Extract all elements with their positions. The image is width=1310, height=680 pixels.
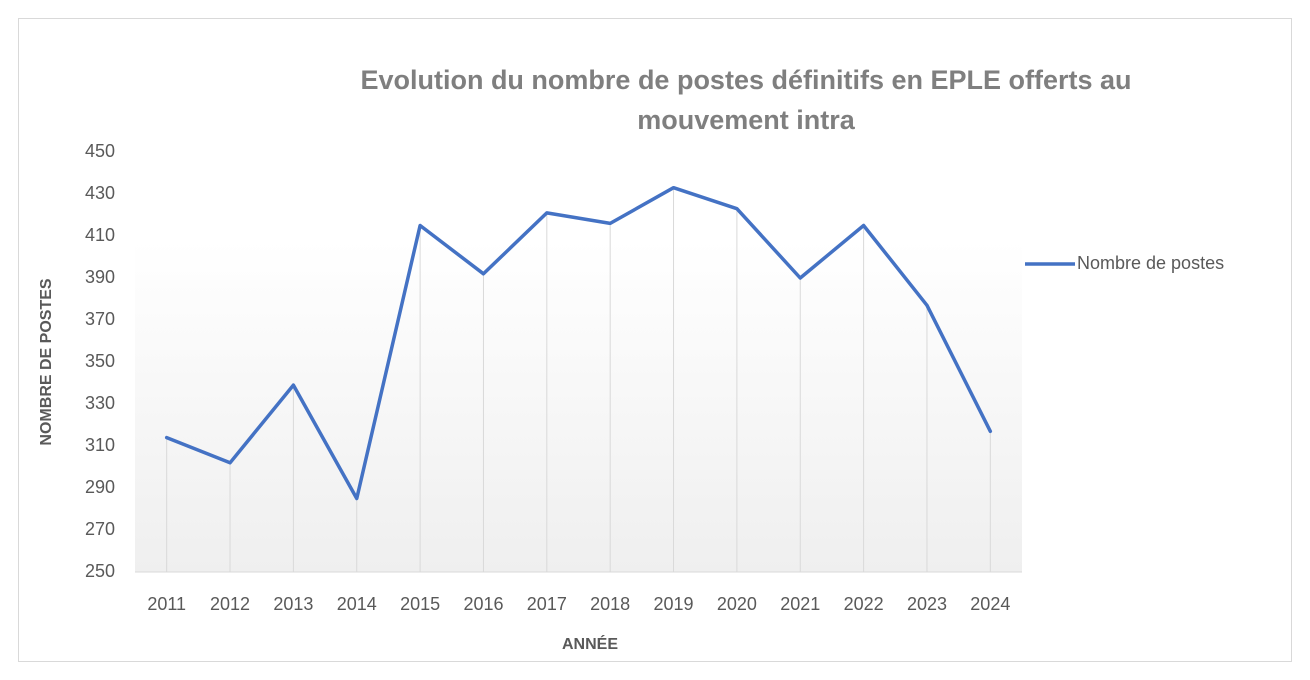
y-tick-label: 270 <box>85 519 115 539</box>
x-tick-label: 2012 <box>210 594 250 614</box>
y-tick-label: 250 <box>85 561 115 581</box>
data-line <box>164 185 993 501</box>
x-tick-label: 2020 <box>717 594 757 614</box>
legend-label: Nombre de postes <box>1077 253 1224 273</box>
x-tick-label: 2024 <box>970 594 1010 614</box>
x-axis-label: ANNÉE <box>562 634 618 653</box>
x-tick-label: 2018 <box>590 594 630 614</box>
plot-background <box>135 240 1022 572</box>
x-tick-label: 2014 <box>337 594 377 614</box>
x-tick-label: 2013 <box>273 594 313 614</box>
y-tick-label: 390 <box>85 267 115 287</box>
x-tick-label: 2023 <box>907 594 947 614</box>
y-tick-label: 410 <box>85 225 115 245</box>
x-tick-label: 2021 <box>780 594 820 614</box>
y-tick-label: 350 <box>85 351 115 371</box>
y-tick-label: 290 <box>85 477 115 497</box>
x-tick-label: 2011 <box>147 594 186 614</box>
y-tick-label: 450 <box>85 141 115 161</box>
y-tick-label: 310 <box>85 435 115 455</box>
x-tick-label: 2015 <box>400 594 440 614</box>
x-tick-label: 2017 <box>527 594 567 614</box>
x-tick-label: 2019 <box>654 594 694 614</box>
x-tick-label: 2022 <box>844 594 884 614</box>
y-tick-label: 370 <box>85 309 115 329</box>
y-tick-label: 430 <box>85 183 115 203</box>
y-axis-label: NOMBRE DE POSTES <box>38 278 55 445</box>
x-tick-label: 2016 <box>463 594 503 614</box>
chart-title: Evolution du nombre de postes définitifs… <box>360 65 1132 135</box>
y-tick-label: 330 <box>85 393 115 413</box>
